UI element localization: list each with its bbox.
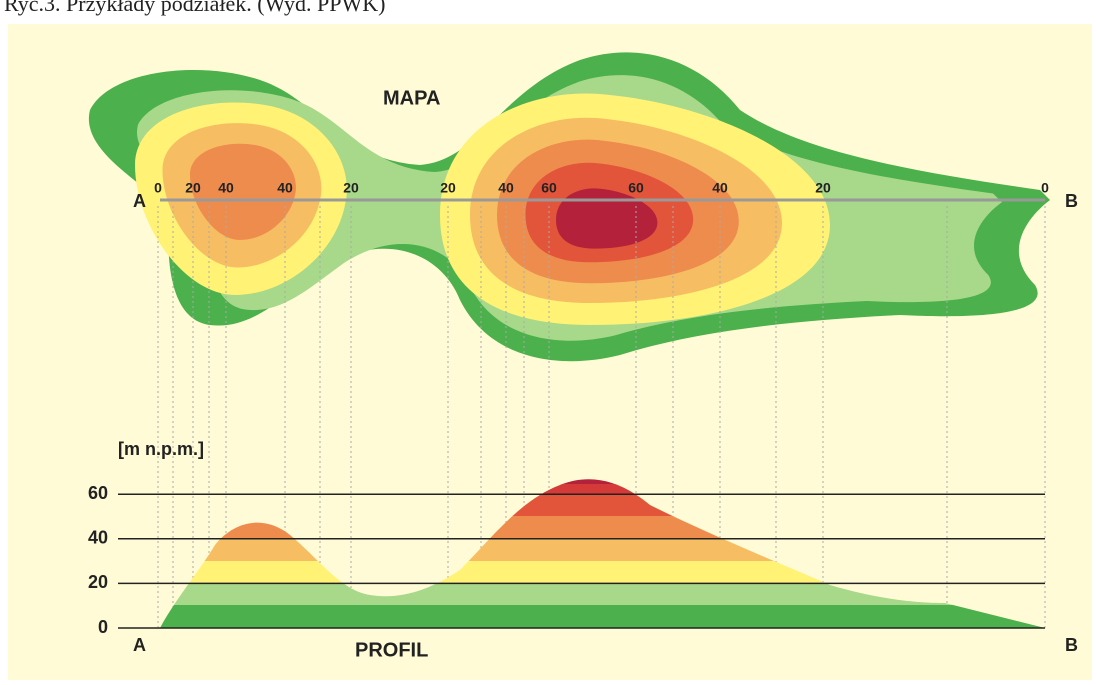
map (88, 52, 1050, 362)
contour-label: 40 (277, 180, 293, 196)
profile-grid (118, 493, 1045, 629)
level-label: 20 (88, 572, 108, 592)
profile-end: B (1065, 635, 1078, 655)
profile-unit: [m n.p.m.] (118, 439, 204, 459)
contour-label: 40 (712, 180, 728, 196)
contour-label: 40 (218, 180, 234, 196)
profile-title: PROFIL (355, 639, 428, 661)
caption: Ryc.3. Przykłady podziałek. (Wyd. PPWK) (4, 0, 386, 16)
contour-label: 40 (498, 180, 514, 196)
map-start: A (133, 191, 146, 211)
profile-start: A (133, 635, 146, 655)
contour-label: 0 (1041, 180, 1049, 196)
level-label: 40 (88, 528, 108, 548)
map-title: MAPA (383, 87, 440, 109)
contour-label: 60 (541, 180, 557, 196)
level-label: 60 (88, 483, 108, 503)
contour-label: 20 (440, 180, 456, 196)
contour-label: 0 (154, 180, 162, 196)
contour-label: 20 (185, 180, 201, 196)
level-label: 0 (98, 617, 108, 637)
contour-label: 20 (343, 180, 359, 196)
map-end: B (1065, 191, 1078, 211)
contour-label: 20 (815, 180, 831, 196)
contour-label: 60 (628, 180, 644, 196)
